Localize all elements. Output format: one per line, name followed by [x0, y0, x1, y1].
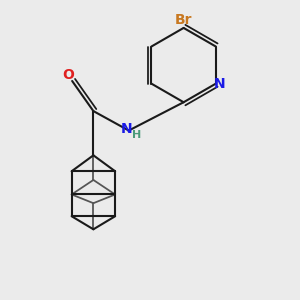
Text: Br: Br — [175, 13, 192, 27]
Text: H: H — [132, 130, 141, 140]
Text: O: O — [62, 68, 74, 82]
Text: N: N — [214, 77, 226, 91]
Text: N: N — [121, 122, 133, 136]
